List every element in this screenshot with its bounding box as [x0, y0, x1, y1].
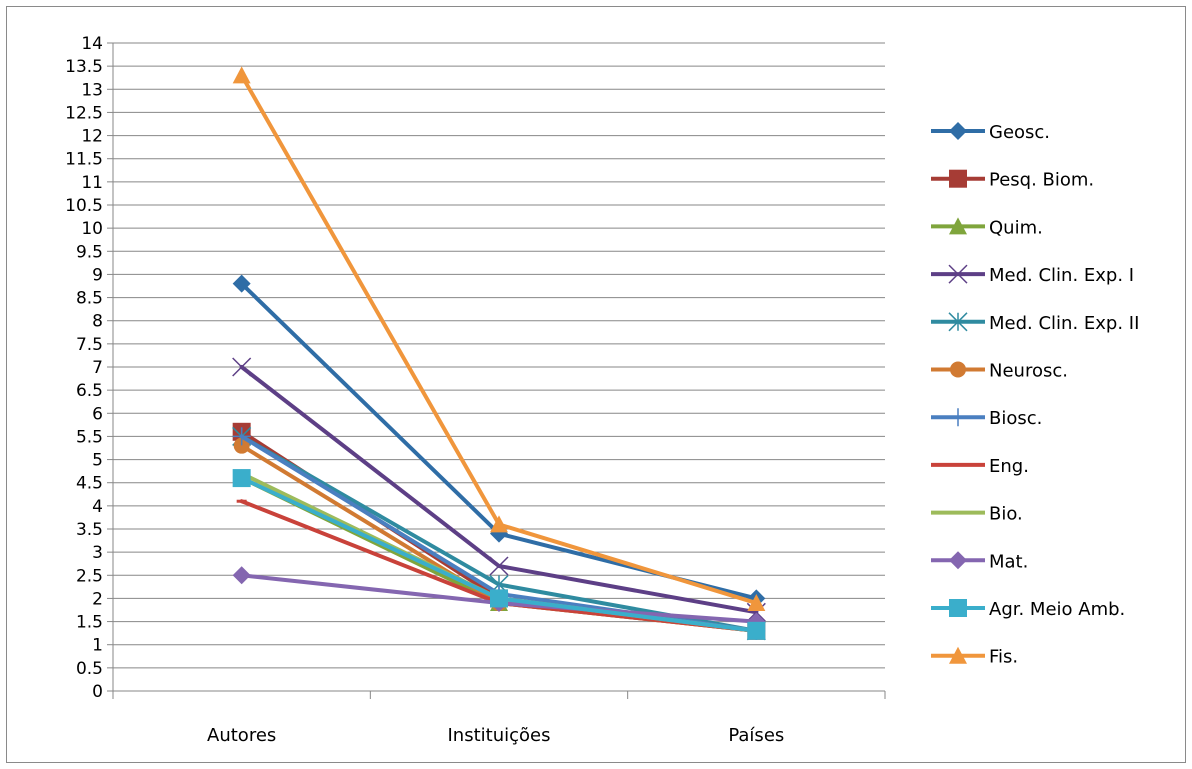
legend-entry: Bio.: [931, 504, 1023, 525]
gridlines: [113, 42, 885, 669]
legend: Geosc. Pesq. Biom. Quim. Med. Clin. Exp. I M…: [931, 122, 1139, 668]
legend-label: Pesq. Biom.: [989, 170, 1094, 191]
y-tick-label: 13: [81, 80, 103, 100]
data-point: [232, 566, 251, 585]
data-point: [233, 437, 250, 454]
y-tick-label: 8: [92, 312, 103, 332]
y-tick-label: 10: [81, 219, 103, 239]
y-tick-label: 7: [92, 358, 103, 378]
x-category-labels: Autores Instituições Países: [207, 725, 784, 746]
legend-label: Fis.: [989, 647, 1018, 668]
legend-marker: [949, 217, 967, 235]
series-11: [232, 66, 766, 612]
y-tick-label: 2: [92, 589, 103, 609]
series-2: [232, 469, 766, 639]
y-tick-label: 0: [92, 682, 103, 702]
series-10: [232, 469, 766, 640]
data-point: [490, 589, 508, 608]
y-tick-label: 6.5: [76, 381, 103, 401]
legend-entry: Agr. Meio Amb.: [931, 599, 1125, 620]
y-tick-label: 6: [92, 404, 103, 424]
y-tick-label: 4.5: [76, 474, 103, 494]
y-tick-label: 7.5: [76, 335, 103, 355]
legend-marker: [950, 361, 966, 378]
legend-entry: Geosc.: [931, 122, 1050, 143]
legend-label: Med. Clin. Exp. I: [989, 265, 1134, 286]
y-tick-label: 3.5: [76, 520, 103, 540]
y-tick-label: 11: [81, 173, 103, 193]
legend-label: Neurosc.: [989, 361, 1068, 382]
legend-entry: Mat.: [931, 551, 1028, 572]
data-point: [232, 274, 251, 293]
x-category-label: Instituições: [448, 725, 551, 746]
y-tick-label: 9.5: [76, 242, 103, 262]
y-tick-label: 2.5: [76, 566, 103, 586]
x-category-label: Autores: [207, 725, 276, 746]
legend-marker: [949, 122, 967, 140]
legend-entry: Fis.: [931, 646, 1018, 668]
axes: [107, 42, 886, 699]
data-point: [232, 469, 251, 488]
y-tick-label: 4: [92, 497, 103, 517]
legend-marker: [949, 646, 967, 664]
y-tick-label: 5.5: [76, 427, 103, 447]
legend-label: Agr. Meio Amb.: [989, 599, 1125, 620]
legend-entry: Eng.: [931, 456, 1029, 477]
y-tick-label: 14: [81, 34, 103, 54]
legend-marker: [948, 264, 968, 284]
series-lines: [232, 66, 766, 641]
legend-marker: [949, 408, 967, 427]
legend-label: Med. Clin. Exp. II: [989, 313, 1139, 334]
y-tick-label: 3: [92, 543, 103, 563]
x-category-label: Países: [728, 725, 784, 746]
y-tick-label: 1.5: [76, 613, 103, 633]
chart-frame: 0 0.5 1 1.5 2 2.5 3 3.5 4 4.5 5 5.5 6 6.5 7 7.5 8 8.5 9 9.5…: [6, 6, 1186, 763]
series-0: [232, 274, 766, 608]
legend-label: Mat.: [989, 551, 1028, 572]
data-point: [232, 427, 251, 446]
y-tick-label: 8.5: [76, 289, 103, 309]
line-chart: 00.511.522.533.544.555.566.577.588.599.5…: [65, 34, 1139, 746]
legend-marker: [949, 599, 967, 617]
y-tick-labels: 00.511.522.533.544.555.566.577.588.599.5…: [65, 34, 103, 702]
data-point: [747, 621, 766, 640]
y-tick-label: 13.5: [65, 57, 103, 77]
legend-entry: Biosc.: [931, 408, 1042, 429]
data-point: [232, 66, 251, 84]
legend-entry: Quim.: [931, 217, 1043, 238]
y-tick-label: 12: [81, 127, 103, 147]
y-tick-label: 9: [92, 265, 103, 285]
legend-entry: Med. Clin. Exp. II: [931, 312, 1139, 334]
legend-label: Quim.: [989, 217, 1043, 238]
series-line: [239, 281, 759, 601]
legend-label: Bio.: [989, 504, 1023, 525]
y-tick-label: 10.5: [65, 196, 103, 216]
legend-marker: [949, 169, 967, 188]
legend-label: Geosc.: [989, 122, 1050, 143]
y-tick-label: 12.5: [65, 103, 103, 123]
legend-entry: Med. Clin. Exp. I: [931, 264, 1134, 286]
legend-marker: [948, 312, 968, 332]
y-tick-label: 5: [92, 451, 103, 471]
legend-label: Biosc.: [989, 408, 1042, 429]
legend-label: Eng.: [989, 456, 1029, 477]
y-tick-label: 11.5: [65, 150, 103, 170]
data-point: [747, 594, 766, 612]
data-point: [490, 515, 508, 533]
legend-entry: Pesq. Biom.: [931, 169, 1094, 191]
legend-marker: [949, 551, 967, 570]
y-tick-label: 0.5: [76, 659, 103, 679]
data-point: [489, 556, 509, 576]
legend-entry: Neurosc.: [931, 361, 1068, 382]
y-tick-label: 1: [92, 636, 103, 656]
data-point: [232, 357, 252, 377]
